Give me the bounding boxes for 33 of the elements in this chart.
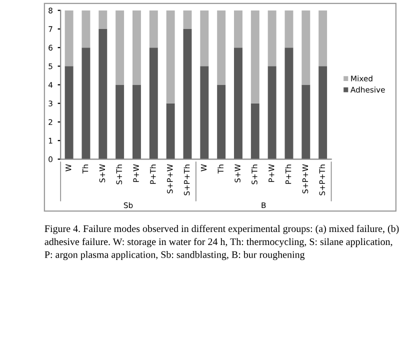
bar [183,28,192,160]
bar [82,10,90,48]
bar [217,84,226,160]
bar [132,84,141,160]
bar [268,66,276,160]
bar [64,66,74,160]
bar [318,66,328,160]
bar [200,66,209,160]
caption: Figure 4. Failure modes observed in different experimental groups: (a) mixed failure, (b) adhesive failure. W: storage in water for 24 h, Th: thermocycling, S: silane application, P: argon plasma application, Sb: sandblasting, B: bur roughening [44,224,399,260]
bar [284,10,294,48]
bar [82,48,90,160]
bar [234,10,242,48]
bar [166,10,175,104]
bar [149,10,158,48]
bar [284,48,294,160]
bar [268,10,276,66]
bar [200,10,209,66]
bar [250,103,260,160]
bar [116,10,124,85]
bar [149,48,158,160]
bar [64,10,74,66]
bar [302,84,310,160]
bar [318,10,328,66]
bar [183,10,192,29]
bar [250,10,260,104]
bar [116,84,124,160]
bar [166,103,175,160]
bar [234,48,242,160]
bar [98,28,108,160]
bar [98,10,108,29]
bar [217,10,226,85]
bar [302,10,310,85]
bar [132,10,141,85]
